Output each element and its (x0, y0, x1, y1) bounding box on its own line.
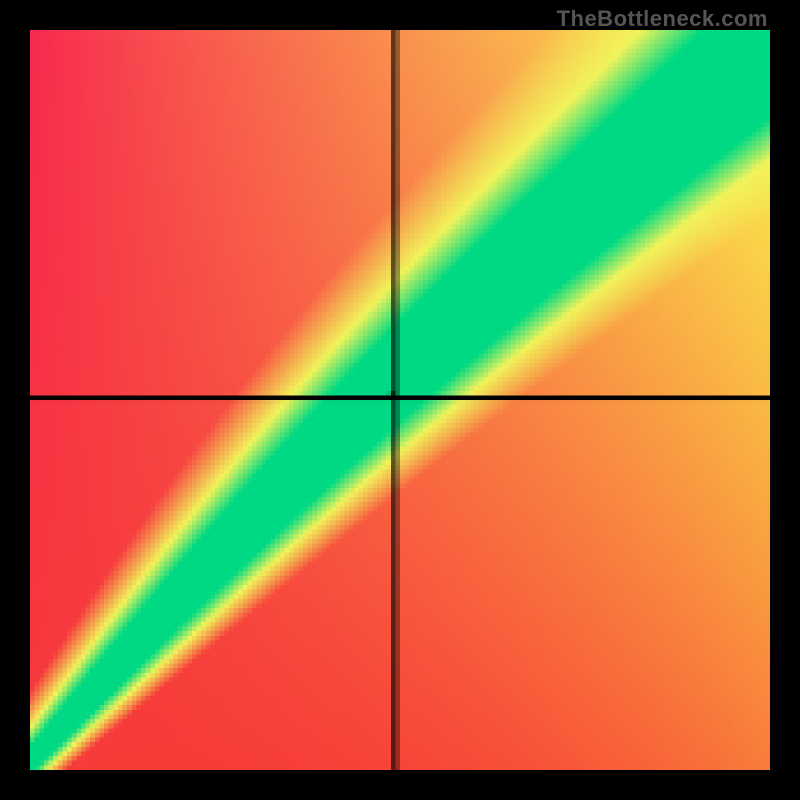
watermark-text: TheBottleneck.com (557, 6, 768, 32)
chart-container: TheBottleneck.com (0, 0, 800, 800)
heatmap-canvas (30, 30, 770, 770)
